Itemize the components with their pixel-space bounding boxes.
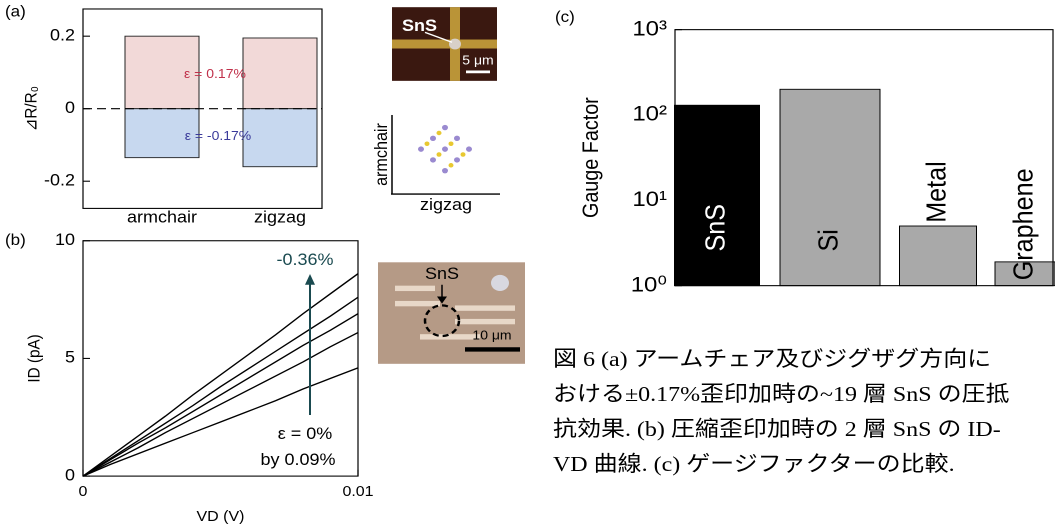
annotation: by 0.09% (261, 451, 336, 469)
series-label: ε = 0.17% (184, 67, 246, 81)
y-tick-label: 0 (65, 466, 75, 484)
x-tick-label: armchair (127, 208, 197, 226)
y-tick-label: 5 (65, 349, 75, 367)
y-axis-label: ⊿R/R₀ (22, 86, 41, 131)
x-axis-label: VD (V) (197, 509, 245, 525)
axis-label: armchair (371, 123, 391, 186)
panel-label: (b) (5, 232, 26, 249)
category-label: SnS (699, 204, 731, 252)
annotation: ε = 0% (278, 425, 333, 443)
y-tick-label: 10 (55, 231, 75, 249)
micrograph-label: SnS (402, 17, 437, 35)
category-label: Graphene (1007, 168, 1039, 280)
y-tick-label: -0.2 (44, 171, 75, 189)
y-tick-label: 10² (632, 101, 667, 126)
y-tick-label: 0 (65, 99, 75, 117)
y-tick-label: 10¹ (632, 186, 667, 211)
x-tick-label: 0 (79, 484, 88, 500)
scale-label: 5 μm (462, 53, 493, 67)
data-line (83, 274, 358, 476)
figure: SnS 5 μm armchair zigzag SnS 10 μm ε = 0… (0, 0, 1055, 530)
panel-label: (c) (555, 9, 575, 26)
micrograph-label: SnS (425, 265, 459, 283)
caption-line: VD 曲線. (c) ゲージファクターの比較. (553, 452, 955, 476)
bar (243, 109, 317, 167)
bar (243, 38, 317, 109)
y-axis-label: Gauge Factor (579, 97, 603, 218)
arrow-head (305, 274, 315, 285)
caption-line: おける±0.17%歪印加時の~19 層 SnS の圧抵 (553, 382, 1010, 406)
x-tick-label: zigzag (254, 208, 306, 226)
page: SnS 5 μm armchair zigzag SnS 10 μm ε = 0… (0, 0, 1055, 530)
scale-label: 10 μm (472, 328, 511, 342)
bar (780, 89, 880, 285)
x-tick-label: 0.01 (342, 484, 373, 500)
data-line (83, 297, 358, 476)
panel-label: (a) (5, 3, 26, 20)
y-tick-label: 10³ (632, 15, 667, 40)
y-axis-label: ID (pA) (25, 334, 44, 382)
y-tick-label: 0.2 (50, 26, 75, 44)
category-label: Metal (920, 161, 952, 223)
series-label: ε = -0.17% (185, 129, 252, 143)
y-tick-label: 10⁰ (631, 272, 667, 297)
category-label: Si (812, 229, 844, 251)
crystal-diagram (391, 115, 500, 194)
axis-label: zigzag (420, 196, 472, 214)
annotation: -0.36% (277, 251, 334, 269)
caption-line: 図 6 (a) アームチェア及びジグザグ方向に (553, 347, 991, 371)
caption-line: 抗効果. (b) 圧縮歪印加時の 2 層 SnS の ID- (553, 417, 1001, 441)
bar (900, 226, 977, 286)
bar (675, 105, 760, 285)
